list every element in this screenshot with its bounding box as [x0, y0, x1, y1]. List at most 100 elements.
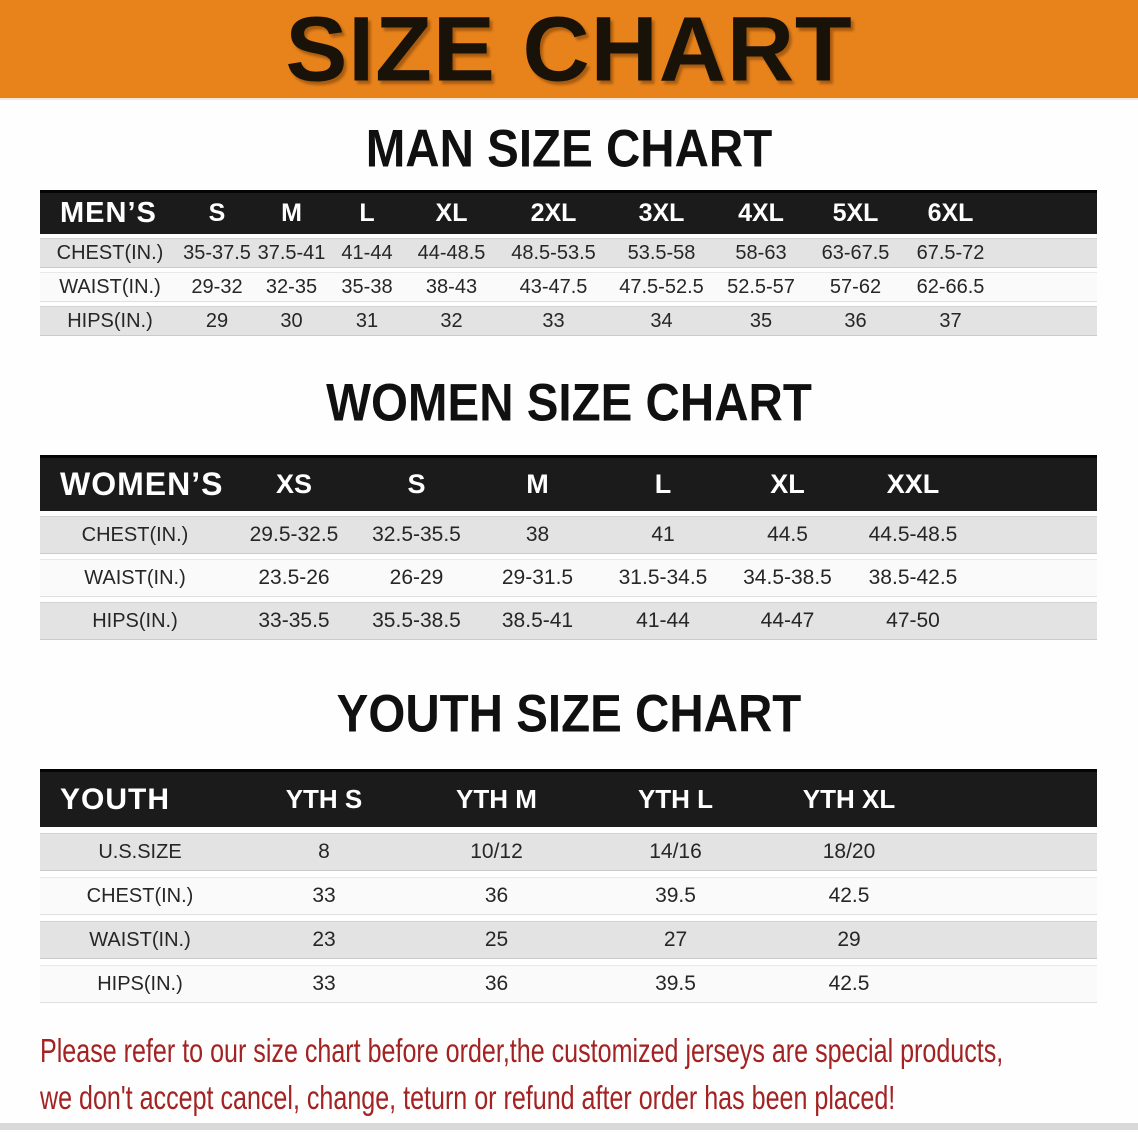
size-header: YTH XL	[766, 769, 932, 827]
filler-cell	[932, 877, 1097, 915]
cell-value: 33-35.5	[230, 602, 358, 640]
row-label: CHEST(IN.)	[40, 516, 230, 554]
cell-value: 25	[408, 921, 585, 959]
table-row: CHEST(IN.) 33 36 39.5 42.5	[40, 877, 1097, 915]
size-header: XL	[405, 190, 498, 234]
table-header-row: YOUTH YTH S YTH M YTH L YTH XL	[40, 769, 1097, 827]
cell-value: 52.5-57	[714, 272, 808, 302]
table-row: HIPS(IN.) 29 30 31 32 33 34 35 36 37	[40, 306, 1097, 336]
cell-value: 44-48.5	[405, 238, 498, 268]
size-header: 2XL	[498, 190, 609, 234]
cell-value: 53.5-58	[609, 238, 714, 268]
cell-value: 37.5-41	[254, 238, 329, 268]
cell-value: 44.5	[726, 516, 849, 554]
women-size-table: WOMEN’S XS S M L XL XXL CHEST(IN.) 29.5-32.5 32.5…	[40, 450, 1097, 645]
row-label: HIPS(IN.)	[40, 965, 240, 1003]
group-label: MEN’S	[40, 190, 180, 234]
cell-value: 29.5-32.5	[230, 516, 358, 554]
table-row: WAIST(IN.) 29-32 32-35 35-38 38-43 43-47.5 47.…	[40, 272, 1097, 302]
cell-value: 35	[714, 306, 808, 336]
cell-value: 48.5-53.5	[498, 238, 609, 268]
cell-value: 32	[405, 306, 498, 336]
cell-value: 36	[408, 877, 585, 915]
group-label: WOMEN’S	[40, 455, 230, 511]
table-row: U.S.SIZE 8 10/12 14/16 18/20	[40, 833, 1097, 871]
cell-value: 58-63	[714, 238, 808, 268]
filler-cell	[998, 190, 1097, 234]
cell-value: 23.5-26	[230, 559, 358, 597]
size-header: YTH M	[408, 769, 585, 827]
group-label: YOUTH	[40, 769, 240, 827]
cell-value: 47.5-52.5	[609, 272, 714, 302]
cell-value: 33	[240, 965, 408, 1003]
size-header: XL	[726, 455, 849, 511]
cell-value: 30	[254, 306, 329, 336]
cell-value: 57-62	[808, 272, 903, 302]
row-label: CHEST(IN.)	[40, 877, 240, 915]
table-header-row: MEN’S S M L XL 2XL 3XL 4XL 5XL 6XL	[40, 190, 1097, 234]
table-row: HIPS(IN.) 33-35.5 35.5-38.5 38.5-41 41-44 44-…	[40, 602, 1097, 640]
disclaimer-line-2: we don't accept cancel, change, teturn o…	[40, 1079, 896, 1116]
bottom-border-strip	[0, 1123, 1138, 1130]
cell-value: 36	[408, 965, 585, 1003]
cell-value: 67.5-72	[903, 238, 998, 268]
size-header: S	[180, 190, 254, 234]
cell-value: 29	[180, 306, 254, 336]
man-section-heading: MAN SIZE CHART	[0, 123, 1138, 176]
youth-section-heading-text: YOUTH SIZE CHART	[336, 684, 802, 744]
cell-value: 14/16	[585, 833, 766, 871]
cell-value: 32.5-35.5	[358, 516, 475, 554]
cell-value: 10/12	[408, 833, 585, 871]
filler-cell	[932, 833, 1097, 871]
cell-value: 36	[808, 306, 903, 336]
cell-value: 34	[609, 306, 714, 336]
cell-value: 44.5-48.5	[849, 516, 977, 554]
size-header: XS	[230, 455, 358, 511]
table-row: HIPS(IN.) 33 36 39.5 42.5	[40, 965, 1097, 1003]
cell-value: 33	[240, 877, 408, 915]
row-label: HIPS(IN.)	[40, 602, 230, 640]
cell-value: 41	[600, 516, 726, 554]
size-header: YTH L	[585, 769, 766, 827]
banner-title: SIZE CHART	[285, 0, 853, 101]
cell-value: 38.5-42.5	[849, 559, 977, 597]
women-section-heading: WOMEN SIZE CHART	[0, 377, 1138, 430]
row-label: WAIST(IN.)	[40, 272, 180, 302]
size-header: XXL	[849, 455, 977, 511]
size-header: M	[254, 190, 329, 234]
filler-cell	[998, 306, 1097, 336]
size-header: YTH S	[240, 769, 408, 827]
cell-value: 29	[766, 921, 932, 959]
filler-cell	[977, 516, 1097, 554]
cell-value: 31	[329, 306, 405, 336]
cell-value: 23	[240, 921, 408, 959]
table-row: WAIST(IN.) 23 25 27 29	[40, 921, 1097, 959]
men-size-table: MEN’S S M L XL 2XL 3XL 4XL 5XL 6XL CHEST(IN.) 35-37…	[40, 186, 1097, 340]
filler-cell	[998, 272, 1097, 302]
cell-value: 38.5-41	[475, 602, 600, 640]
row-label: WAIST(IN.)	[40, 921, 240, 959]
cell-value: 62-66.5	[903, 272, 998, 302]
cell-value: 34.5-38.5	[726, 559, 849, 597]
cell-value: 47-50	[849, 602, 977, 640]
filler-cell	[977, 559, 1097, 597]
table-row: CHEST(IN.) 29.5-32.5 32.5-35.5 38 41 44.5 44.5…	[40, 516, 1097, 554]
cell-value: 37	[903, 306, 998, 336]
filler-cell	[932, 921, 1097, 959]
youth-size-table: YOUTH YTH S YTH M YTH L YTH XL U.S.SIZE 8 10/12…	[40, 763, 1097, 1009]
cell-value: 31.5-34.5	[600, 559, 726, 597]
size-header: 6XL	[903, 190, 998, 234]
disclaimer-note: Please refer to our size chart before or…	[0, 1027, 1138, 1121]
cell-value: 29-32	[180, 272, 254, 302]
cell-value: 42.5	[766, 877, 932, 915]
cell-value: 33	[498, 306, 609, 336]
filler-cell	[977, 455, 1097, 511]
cell-value: 35-37.5	[180, 238, 254, 268]
cell-value: 32-35	[254, 272, 329, 302]
table-row: CHEST(IN.) 35-37.5 37.5-41 41-44 44-48.5 48.5…	[40, 238, 1097, 268]
cell-value: 44-47	[726, 602, 849, 640]
cell-value: 39.5	[585, 965, 766, 1003]
size-header: S	[358, 455, 475, 511]
cell-value: 42.5	[766, 965, 932, 1003]
table-header-row: WOMEN’S XS S M L XL XXL	[40, 455, 1097, 511]
